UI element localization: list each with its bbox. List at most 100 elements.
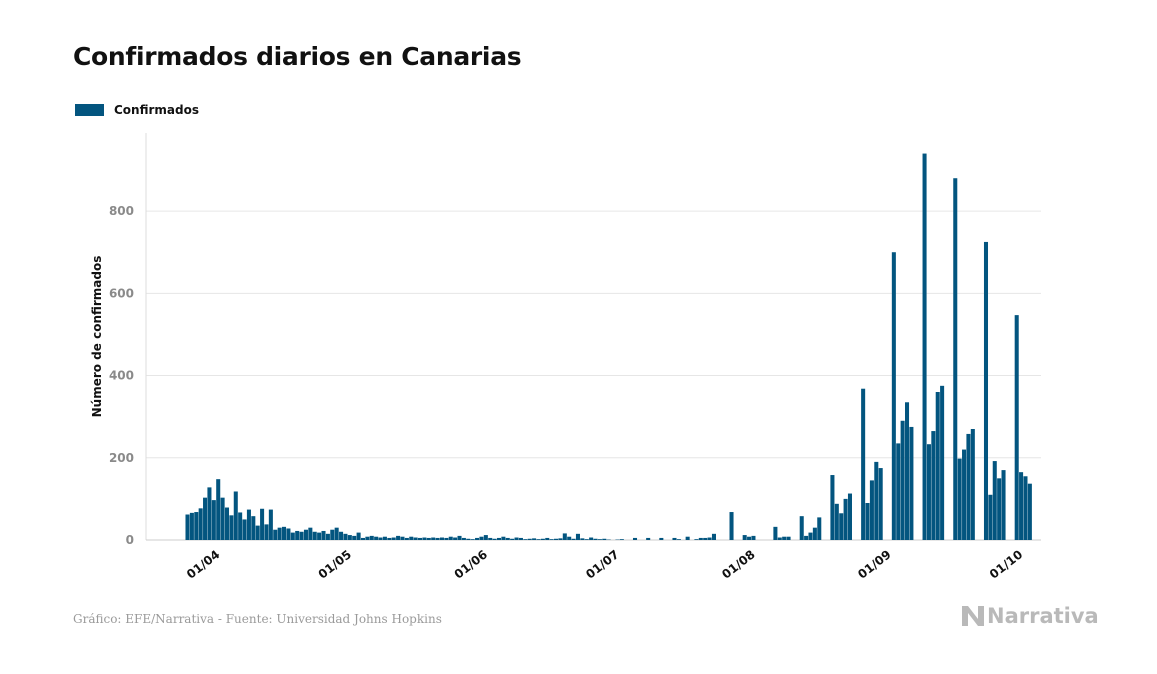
bar <box>475 537 480 540</box>
x-tick-labels: 01/04 01/05 01/06 01/07 01/08 01/09 01/10 <box>184 547 1025 581</box>
bar <box>685 536 690 540</box>
y-tick-label: 800 <box>109 204 134 218</box>
bar <box>865 503 870 540</box>
bar <box>246 509 251 540</box>
bar <box>409 536 414 540</box>
bar <box>189 512 194 540</box>
bar <box>251 516 256 540</box>
bar <box>527 538 532 540</box>
bar <box>532 538 537 540</box>
bar <box>905 402 910 540</box>
bar <box>479 536 484 540</box>
bar <box>970 429 975 540</box>
bar <box>453 537 458 540</box>
bar <box>1001 470 1006 540</box>
bar <box>396 535 401 540</box>
bar <box>286 528 291 540</box>
bar <box>540 538 545 540</box>
bar <box>290 532 295 540</box>
bar <box>488 537 493 540</box>
bar <box>777 537 782 540</box>
legend-swatch <box>75 104 104 116</box>
bar <box>575 533 580 540</box>
bars <box>185 153 1032 540</box>
bar <box>435 537 440 540</box>
bar <box>233 491 238 540</box>
bar <box>496 537 502 540</box>
bar <box>909 426 914 540</box>
bar <box>940 385 945 540</box>
chart-legend: Confirmados <box>75 103 199 117</box>
bar <box>571 538 576 540</box>
bar <box>404 537 409 540</box>
bar <box>729 512 734 540</box>
bar <box>992 461 997 540</box>
bar <box>896 443 901 540</box>
bar <box>847 493 852 540</box>
bar <box>194 512 199 540</box>
bar <box>922 153 927 540</box>
bar <box>786 536 791 540</box>
bar <box>330 529 335 540</box>
bar <box>1014 315 1019 540</box>
bar <box>505 537 510 540</box>
bar <box>470 539 475 540</box>
bar <box>545 537 550 540</box>
bar <box>997 478 1002 540</box>
bar <box>523 539 528 540</box>
bar <box>935 392 940 540</box>
bar <box>554 538 559 540</box>
bar <box>812 527 817 540</box>
bar <box>308 527 313 540</box>
bar <box>492 538 497 540</box>
bar <box>843 498 848 540</box>
bar <box>374 536 379 540</box>
bar <box>207 487 212 540</box>
bar <box>751 535 756 540</box>
bar <box>501 536 506 540</box>
bar <box>926 444 931 540</box>
bar <box>457 535 462 540</box>
bar <box>448 536 453 540</box>
bar <box>418 537 423 540</box>
bar <box>461 537 466 540</box>
bar <box>347 535 352 540</box>
bar <box>431 537 436 540</box>
bar <box>804 535 809 540</box>
bar <box>861 388 866 540</box>
bar <box>558 538 563 540</box>
bar <box>1019 472 1024 540</box>
bar <box>339 531 344 540</box>
bar <box>589 537 594 540</box>
bar <box>514 537 519 540</box>
bar <box>439 537 444 540</box>
bar <box>303 529 308 540</box>
bar <box>268 509 273 540</box>
bar <box>242 519 247 540</box>
x-tick-label: 01/10 <box>987 547 1025 581</box>
bar <box>672 537 677 540</box>
bar <box>360 537 366 540</box>
bar <box>659 537 664 540</box>
bar <box>676 539 681 540</box>
bar <box>808 532 813 540</box>
bar <box>874 461 879 540</box>
bar <box>229 515 234 540</box>
x-tick-label: 01/07 <box>583 547 621 581</box>
bar <box>703 537 708 540</box>
bar <box>369 535 374 540</box>
bar <box>211 500 216 540</box>
bar <box>817 517 822 540</box>
bar <box>580 538 585 540</box>
bar <box>277 527 282 540</box>
bar <box>413 537 418 540</box>
bar <box>444 537 449 540</box>
legend-label: Confirmados <box>114 103 199 117</box>
bar <box>224 507 230 540</box>
bar <box>782 536 787 540</box>
bar <box>900 420 905 540</box>
bar <box>646 537 651 540</box>
bar <box>352 535 357 540</box>
bar <box>966 433 971 540</box>
